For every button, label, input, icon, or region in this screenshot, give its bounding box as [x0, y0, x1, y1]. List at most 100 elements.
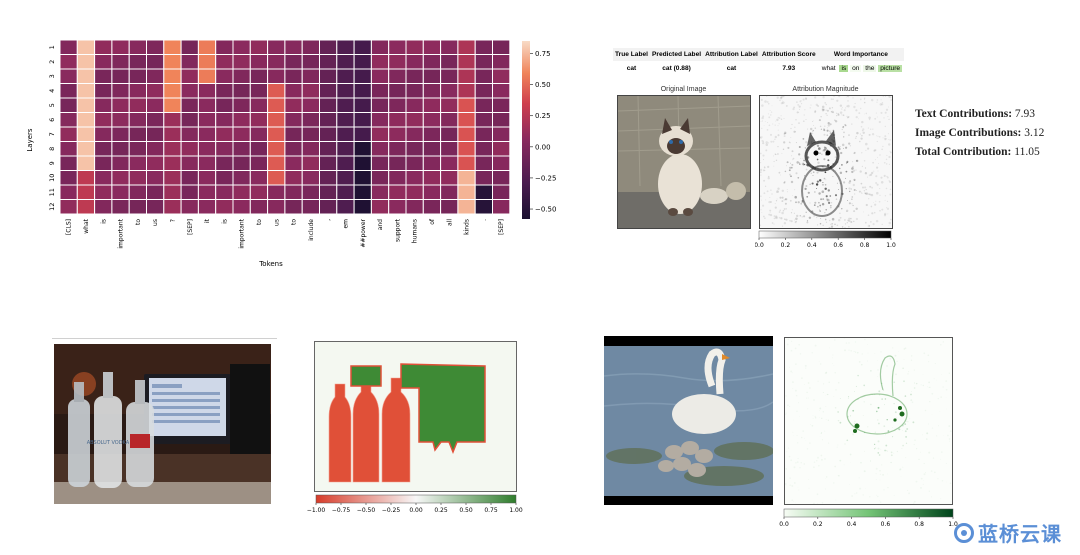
heatmap-cell	[94, 68, 113, 84]
heatmap-cell	[59, 141, 78, 157]
heatmap-cell	[249, 83, 269, 99]
heatmap-cell	[128, 170, 147, 186]
colorbar-tick-label: −0.75	[332, 507, 351, 514]
heatmap-xlabel: Tokens	[258, 260, 283, 268]
heatmap-cell	[319, 39, 338, 55]
heatmap-cell	[146, 68, 165, 84]
colorbar-tick-label: 0.2	[781, 242, 791, 249]
heatmap-cell	[76, 199, 96, 215]
heatmap-cell	[197, 68, 217, 84]
cat-attribution-illustration	[760, 96, 892, 228]
heatmap-cell	[59, 112, 78, 128]
attribution-score: 7.93	[782, 65, 796, 72]
heatmap-cell	[301, 112, 321, 128]
heatmap-cell	[232, 184, 251, 200]
heatmap-cell	[267, 54, 286, 70]
heatmap-cell	[249, 170, 269, 186]
heatmap-cell	[94, 199, 113, 215]
heatmap-cell	[146, 39, 165, 55]
heatmap-x-tick: to	[256, 219, 263, 225]
heatmap-x-tick: important	[239, 218, 246, 248]
heatmap-y-tick: 1	[48, 45, 56, 49]
colorbar-tick-label: 0.00	[535, 143, 551, 151]
heatmap-cell	[336, 112, 355, 128]
heatmap-cell	[249, 68, 269, 84]
heatmap-cell	[232, 155, 251, 171]
heatmap-cell	[370, 141, 390, 157]
heatmap-x-ticks: [CLS] what is important to us? [SEP] it is import…	[66, 218, 505, 249]
heatmap-cell	[197, 54, 217, 70]
heatmap-cell	[111, 141, 130, 157]
heatmap-cell	[215, 170, 234, 186]
heatmap-cell	[405, 184, 424, 200]
heatmap-cell	[146, 112, 165, 128]
heatmap-cell	[457, 184, 476, 200]
heatmap-cell	[59, 97, 78, 113]
heatmap-cell	[180, 184, 199, 200]
heatmap-cell	[180, 112, 199, 128]
heatmap-cell	[284, 54, 303, 70]
heatmap-cell	[370, 54, 390, 70]
heatmap-cell	[457, 126, 476, 142]
heatmap-cell	[370, 39, 390, 55]
colorbar-tick-label: 0.2	[813, 521, 823, 528]
heatmap-cell	[440, 112, 459, 128]
heatmap-cell	[474, 184, 494, 200]
heatmap-cell	[301, 83, 321, 99]
heatmap-cell	[94, 126, 113, 142]
heatmap-cell	[353, 155, 372, 171]
heatmap-cell	[353, 170, 372, 186]
heatmap-cell	[422, 170, 442, 186]
heatmap-cell	[180, 141, 199, 157]
heatmap-cell	[405, 126, 424, 142]
colorbar-tick-label: −0.25	[535, 174, 556, 182]
heatmap-cell	[128, 97, 147, 113]
heatmap-cell	[76, 184, 96, 200]
heatmap-cell	[76, 97, 96, 113]
swan-photo-illustration	[604, 336, 773, 505]
heatmap-cell	[301, 39, 321, 55]
heatmap-cell	[197, 141, 217, 157]
heatmap-cell	[457, 112, 476, 128]
heatmap-cell	[111, 83, 130, 99]
heatmap-cell	[457, 97, 476, 113]
heatmap-cell	[94, 112, 113, 128]
heatmap-cell	[146, 141, 165, 157]
heatmap-cell	[111, 170, 130, 186]
heatmap-cell	[94, 141, 113, 157]
heatmap-cell	[422, 54, 442, 70]
heatmap-x-tick: and	[377, 219, 384, 230]
header-predicted-label: Predicted Label	[649, 48, 704, 61]
heatmap-cell	[492, 83, 511, 99]
heatmap-cell	[388, 54, 407, 70]
bottles-colorbar: −1.00 −0.75 −0.50 −0.25 0.00 0.25 0.50 0.75 1.00	[307, 494, 523, 514]
heatmap-cell	[440, 184, 459, 200]
heatmap-cell	[94, 155, 113, 171]
heatmap-cell	[370, 126, 390, 142]
heatmap-cell	[197, 170, 217, 186]
heatmap-y-tick: 11	[48, 188, 56, 196]
attribution-label: cat	[726, 65, 737, 72]
heatmap-cell	[215, 184, 234, 200]
heatmap-cell	[353, 141, 372, 157]
heatmap-cell	[284, 184, 303, 200]
heatmap-cell	[353, 112, 372, 128]
heatmap-cell	[319, 184, 338, 200]
heatmap-cell	[232, 170, 251, 186]
heatmap-cell	[197, 83, 217, 99]
heatmap-cell	[197, 97, 217, 113]
colorbar-tick-label: 0.8	[860, 242, 870, 249]
heatmap-cell	[284, 39, 303, 55]
heatmap-cell	[457, 155, 476, 171]
heatmap-cell	[388, 97, 407, 113]
heatmap-cell	[422, 39, 442, 55]
heatmap-cell	[267, 141, 286, 157]
heatmap-cell	[353, 39, 372, 55]
swan-attribution-map	[784, 337, 953, 505]
heatmap-cell	[215, 54, 234, 70]
heatmap-cell	[59, 54, 78, 70]
heatmap-cell	[59, 126, 78, 142]
heatmap-y-tick: 12	[48, 203, 56, 211]
heatmap-cell	[180, 39, 199, 55]
heatmap-cell	[405, 141, 424, 157]
